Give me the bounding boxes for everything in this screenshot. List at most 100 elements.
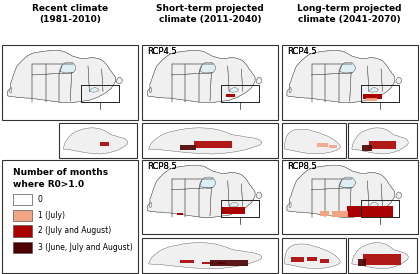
Text: RCP8.5: RCP8.5 xyxy=(287,162,317,171)
Bar xyxy=(363,255,401,265)
Polygon shape xyxy=(199,62,215,73)
Bar xyxy=(177,213,183,215)
Text: RCP4.5: RCP4.5 xyxy=(287,47,317,56)
Polygon shape xyxy=(369,88,378,92)
Polygon shape xyxy=(199,177,215,188)
Polygon shape xyxy=(229,202,239,207)
Bar xyxy=(13,225,32,236)
Polygon shape xyxy=(256,192,262,199)
Polygon shape xyxy=(229,88,239,92)
Bar xyxy=(221,207,245,214)
Polygon shape xyxy=(59,62,76,73)
Polygon shape xyxy=(150,202,151,208)
Polygon shape xyxy=(369,202,378,207)
Text: RCP8.5: RCP8.5 xyxy=(287,162,317,171)
Polygon shape xyxy=(147,50,255,102)
Polygon shape xyxy=(289,88,291,93)
Text: RCP4.5: RCP4.5 xyxy=(147,47,177,56)
Polygon shape xyxy=(396,77,402,84)
Text: Recent climate
(1981-2010): Recent climate (1981-2010) xyxy=(32,4,108,24)
Text: 1 (July): 1 (July) xyxy=(37,211,65,220)
Polygon shape xyxy=(339,177,355,188)
Bar xyxy=(317,143,328,147)
Polygon shape xyxy=(229,88,239,92)
Bar xyxy=(202,262,213,264)
Polygon shape xyxy=(287,50,395,102)
Bar xyxy=(100,142,109,145)
Bar xyxy=(361,85,399,102)
Polygon shape xyxy=(396,192,402,199)
Bar xyxy=(13,242,32,253)
Text: RCP4.5: RCP4.5 xyxy=(287,47,317,56)
Text: Long-term projected
climate (2041-2070): Long-term projected climate (2041-2070) xyxy=(297,4,402,24)
Bar xyxy=(13,210,32,221)
Polygon shape xyxy=(199,177,215,188)
Polygon shape xyxy=(289,88,291,93)
Polygon shape xyxy=(147,165,255,217)
Polygon shape xyxy=(256,77,262,84)
Polygon shape xyxy=(339,62,355,73)
Text: RCP8.5: RCP8.5 xyxy=(147,162,177,171)
Polygon shape xyxy=(150,202,151,208)
Bar xyxy=(332,210,348,216)
Text: 0: 0 xyxy=(37,195,42,204)
Bar xyxy=(221,200,259,216)
Bar xyxy=(221,200,259,216)
Bar xyxy=(320,211,329,216)
Bar xyxy=(329,145,337,148)
Bar xyxy=(347,206,394,216)
Bar xyxy=(363,93,383,99)
Bar xyxy=(366,98,377,101)
Polygon shape xyxy=(8,50,115,102)
Polygon shape xyxy=(287,165,395,217)
Bar xyxy=(177,213,183,215)
Bar xyxy=(369,141,396,149)
Bar xyxy=(362,145,372,151)
Bar xyxy=(361,200,399,216)
Bar xyxy=(13,194,32,205)
Polygon shape xyxy=(285,244,341,269)
Polygon shape xyxy=(8,50,115,102)
Bar xyxy=(221,85,259,102)
Bar xyxy=(366,98,377,101)
Bar xyxy=(361,200,399,216)
Bar xyxy=(291,257,304,262)
Polygon shape xyxy=(147,165,255,217)
Bar xyxy=(226,94,234,97)
Polygon shape xyxy=(59,62,76,73)
Polygon shape xyxy=(352,242,408,269)
Polygon shape xyxy=(339,62,355,73)
Polygon shape xyxy=(352,128,408,154)
Polygon shape xyxy=(287,165,395,217)
Polygon shape xyxy=(256,192,262,199)
Polygon shape xyxy=(89,88,99,92)
Polygon shape xyxy=(117,77,122,84)
Bar xyxy=(358,259,366,266)
Polygon shape xyxy=(149,242,262,269)
Text: Number of months
where R0>1.0: Number of months where R0>1.0 xyxy=(13,168,108,189)
Polygon shape xyxy=(89,88,99,92)
Bar xyxy=(332,210,348,216)
Polygon shape xyxy=(396,77,402,84)
Bar xyxy=(221,207,245,214)
Bar xyxy=(221,85,259,102)
Bar xyxy=(210,260,248,266)
Polygon shape xyxy=(63,128,128,154)
Bar xyxy=(307,257,318,261)
Bar xyxy=(363,93,383,99)
Text: 3 (June, July and August): 3 (June, July and August) xyxy=(37,243,132,252)
Bar xyxy=(320,259,329,263)
Polygon shape xyxy=(150,88,151,93)
Polygon shape xyxy=(117,77,122,84)
Polygon shape xyxy=(256,77,262,84)
Bar xyxy=(81,85,119,102)
Polygon shape xyxy=(150,88,151,93)
Bar xyxy=(217,262,225,264)
Bar xyxy=(226,94,234,97)
Bar xyxy=(320,211,329,216)
Polygon shape xyxy=(10,88,12,93)
Text: RCP4.5: RCP4.5 xyxy=(147,47,177,56)
Polygon shape xyxy=(369,88,378,92)
Bar xyxy=(180,145,197,150)
Polygon shape xyxy=(149,128,262,154)
